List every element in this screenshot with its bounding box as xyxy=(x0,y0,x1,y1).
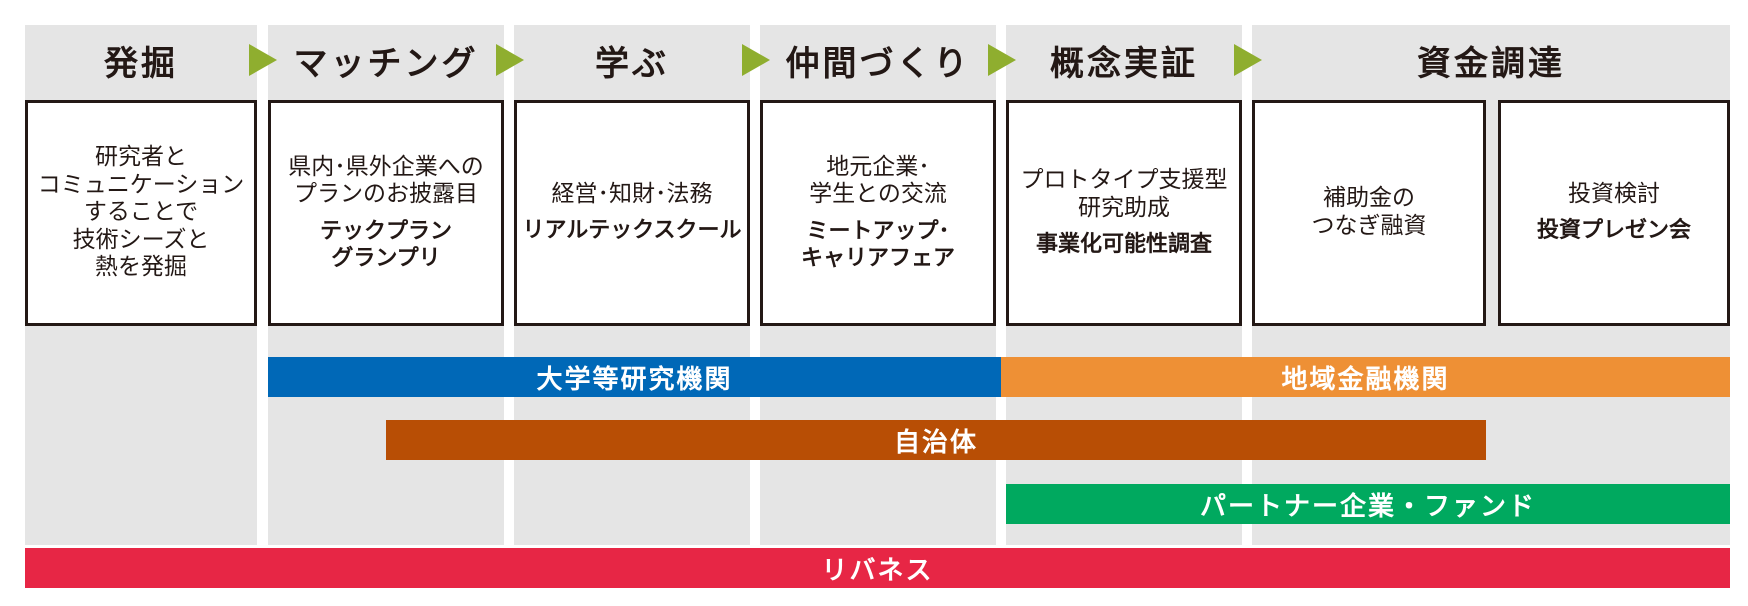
box-discover: 研究者と コミュニケーション することで 技術シーズと 熱を発掘 xyxy=(25,100,257,326)
bar-university: 大学等研究機関 xyxy=(268,357,1001,397)
box-learn: 経営･知財･法務 リアルテックスクール xyxy=(514,100,750,326)
arrow-right-icon xyxy=(496,44,524,76)
box-investment: 投資検討 投資プレゼン会 xyxy=(1498,100,1730,326)
box-poc: プロトタイプ支援型 研究助成 事業化可能性調査 xyxy=(1006,100,1242,326)
box-description: 地元企業･ 学生との交流 xyxy=(809,153,947,208)
box-description: 県内･県外企業への プランのお披露目 xyxy=(288,153,484,208)
stage-funding: 資金調達 xyxy=(1417,43,1565,84)
bar-municipality: 自治体 xyxy=(386,420,1486,460)
box-program: リアルテックスクール xyxy=(522,218,742,244)
stage-discover: 発掘 xyxy=(104,43,178,84)
box-bridge-loan: 補助金の つなぎ融資 xyxy=(1252,100,1486,326)
bar-partner-companies: パートナー企業・ファンド xyxy=(1006,484,1730,524)
box-description: 投資検討 xyxy=(1568,180,1660,207)
box-matching: 県内･県外企業への プランのお披露目 テックプラン グランプリ xyxy=(268,100,504,326)
box-description: プロトタイプ支援型 研究助成 xyxy=(1020,166,1228,221)
bar-regional-finance: 地域金融機関 xyxy=(1001,357,1730,397)
box-program: 事業化可能性調査 xyxy=(1035,232,1212,258)
stage-learn: 学ぶ xyxy=(595,43,669,84)
arrow-right-icon xyxy=(1234,44,1262,76)
box-program: テックプラン グランプリ xyxy=(319,218,452,271)
stage-poc: 概念実証 xyxy=(1050,43,1198,84)
stage-matching: マッチング xyxy=(293,43,479,84)
arrow-right-icon xyxy=(742,44,770,76)
arrow-right-icon xyxy=(988,44,1016,76)
arrow-right-icon xyxy=(249,44,277,76)
box-description: 研究者と コミュニケーション することで 技術シーズと 熱を発掘 xyxy=(37,144,245,281)
box-team: 地元企業･ 学生との交流 ミートアップ･ キャリアフェア xyxy=(760,100,996,326)
bar-leave-a-nest: リバネス xyxy=(25,548,1730,588)
box-program: 投資プレゼン会 xyxy=(1536,218,1691,244)
box-description: 経営･知財･法務 xyxy=(551,180,713,207)
box-program: ミートアップ･ キャリアフェア xyxy=(800,218,955,271)
box-description: 補助金の つなぎ融資 xyxy=(1311,185,1427,239)
stage-team: 仲間づくり xyxy=(785,43,971,84)
